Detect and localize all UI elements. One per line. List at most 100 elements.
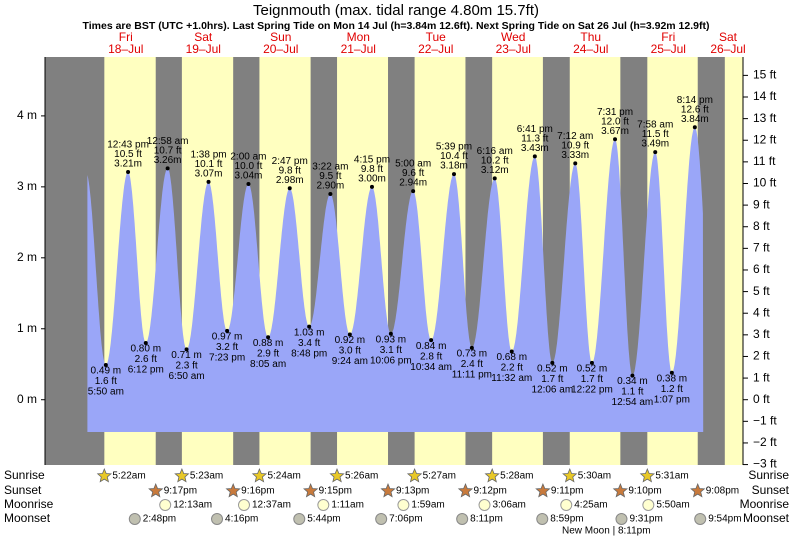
tide-label: 10.2 ft: [481, 155, 509, 166]
event-time: 8:59pm: [550, 514, 583, 525]
sun-icon: [562, 467, 578, 483]
tide-label: 5:39 pm: [436, 142, 472, 153]
event-time: 5:26am: [345, 471, 378, 482]
day-name: Fri: [119, 30, 133, 44]
y2-tick-label: 0 ft: [753, 392, 770, 406]
tide-point: [307, 324, 312, 329]
tide-label: 11:11 pm: [452, 370, 492, 381]
tide-label: 0.80 m: [130, 344, 161, 355]
tide-point: [103, 362, 108, 367]
tide-point: [126, 169, 131, 174]
tide-label: 2.4 ft: [461, 359, 483, 370]
tide-label: 12:43 pm: [107, 140, 149, 151]
day-name: Thu: [580, 30, 601, 44]
tide-label: 10.0 ft: [235, 161, 263, 172]
tide-label: 10.1 ft: [195, 159, 223, 170]
y2-tick-label: 2 ft: [753, 349, 770, 363]
tide-point: [469, 345, 474, 350]
y2-tick-label: 13 ft: [753, 111, 777, 125]
day-name: Sun: [270, 30, 291, 44]
tide-label: 2.90m: [316, 181, 344, 192]
sun-icon: [96, 467, 113, 483]
tide-label: 10:34 am: [410, 362, 452, 373]
tide-label: 1:07 pm: [654, 394, 690, 405]
tide-label: 7:12 am: [557, 131, 593, 142]
day-band: [724, 57, 743, 465]
event-time: 9:12pm: [473, 486, 506, 497]
tide-point: [246, 182, 251, 187]
tide-point: [347, 332, 352, 337]
tide-point: [206, 179, 211, 184]
sun-icon: [457, 482, 474, 498]
tide-label: 3.1 ft: [380, 345, 402, 356]
tide-point: [451, 172, 456, 177]
tide-label: 8:05 am: [250, 359, 286, 370]
tide-label: 3.33m: [561, 150, 589, 161]
event-time: 4:16pm: [225, 514, 258, 525]
sun-icon: [148, 482, 164, 498]
y2-tick-label: 15 ft: [753, 68, 777, 82]
event-time: 12:37am: [252, 500, 291, 511]
tide-label: 3.67m: [601, 126, 629, 137]
day-date: 22–Jul: [418, 42, 453, 56]
tide-label: 11:32 am: [491, 373, 532, 384]
tide-label: 6:41 pm: [517, 124, 553, 135]
tide-label: 3.4 ft: [298, 338, 320, 349]
tide-label: 7:31 pm: [597, 107, 633, 118]
event-time: 5:30am: [578, 471, 611, 482]
event-time: 5:24am: [267, 471, 300, 482]
moon-icon: [128, 513, 141, 525]
tide-label: 1.1 ft: [621, 387, 643, 398]
event-time: 7:06pm: [389, 514, 422, 525]
sun-icon: [329, 467, 345, 483]
event-time: 5:44pm: [307, 514, 340, 525]
tide-label: 0.93 m: [376, 334, 407, 345]
y2-tick-label: 7 ft: [753, 241, 770, 255]
tide-point: [328, 191, 333, 196]
event-time: 9:16pm: [241, 486, 274, 497]
day-date: 26–Jul: [710, 42, 745, 56]
moon-icon: [560, 499, 573, 511]
tide-label: 3.12m: [481, 165, 509, 176]
tide-label: 12:58 am: [147, 136, 189, 147]
tide-label: 3.2 ft: [216, 342, 238, 353]
day-date: 18–Jul: [108, 42, 143, 56]
moon-icon: [456, 513, 469, 525]
tide-label: 0.49 m: [91, 366, 122, 377]
tide-label: 11.5 ft: [642, 129, 669, 140]
tide-label: 2.6 ft: [135, 354, 157, 365]
tide-label: 2.2 ft: [501, 363, 523, 374]
tide-label: 10.7 ft: [154, 146, 182, 157]
day-date: 21–Jul: [341, 42, 376, 56]
tide-label: 3.04m: [235, 171, 263, 182]
row-label: Sunset: [752, 483, 790, 497]
sun-icon: [612, 482, 629, 498]
moon-icon: [317, 499, 330, 511]
event-time: 5:50am: [656, 500, 689, 511]
sun-icon: [174, 467, 190, 483]
tide-label: 10.5 ft: [114, 149, 142, 160]
y2-tick-label: 11 ft: [753, 154, 776, 168]
row-label: Moonset: [4, 511, 51, 525]
row-label: Moonset: [743, 511, 790, 525]
tide-label: 3.43m: [521, 143, 549, 154]
tide-label: 2:00 am: [230, 152, 266, 163]
tide-label: 0.68 m: [496, 352, 527, 363]
tide-point: [509, 349, 514, 354]
tide-point: [532, 154, 537, 159]
tide-label: 6:16 am: [477, 146, 513, 157]
event-time: 5:31am: [655, 471, 688, 482]
tide-label: 12.0 ft: [601, 116, 629, 127]
moon-icon: [375, 513, 388, 525]
tide-label: 3.0 ft: [339, 346, 361, 357]
tide-label: 0.97 m: [212, 332, 243, 343]
tide-point: [287, 186, 292, 191]
tide-label: 6:12 pm: [128, 365, 164, 376]
tide-point: [613, 137, 618, 142]
tide-label: 7:23 pm: [209, 353, 245, 364]
tide-label: 1.7 ft: [541, 374, 563, 385]
event-time: 9:15pm: [319, 486, 352, 497]
tide-point: [369, 184, 374, 189]
tide-point: [143, 340, 148, 345]
